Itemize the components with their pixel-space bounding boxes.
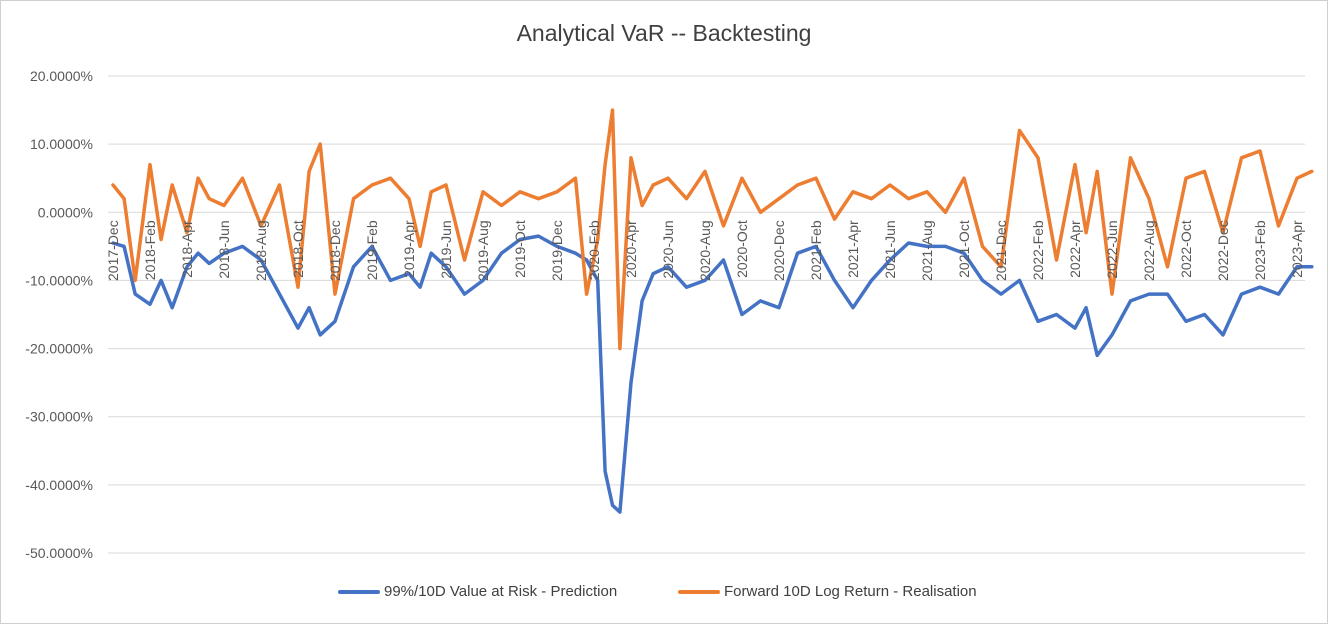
x-tick-label: 2018-Oct bbox=[290, 220, 306, 278]
legend-item-var: 99%/10D Value at Risk - Prediction bbox=[338, 583, 617, 600]
y-tick-label: -10.0000% bbox=[25, 272, 93, 288]
x-tick-label: 2021-Aug bbox=[919, 220, 935, 281]
x-tick-label: 2019-Apr bbox=[401, 220, 417, 278]
chart-title: Analytical VaR -- Backtesting bbox=[516, 20, 812, 46]
x-tick-label: 2018-Apr bbox=[179, 220, 195, 278]
legend-label-var: 99%/10D Value at Risk - Prediction bbox=[384, 583, 618, 600]
x-tick-label: 2018-Aug bbox=[253, 220, 269, 281]
x-tick-label: 2020-Aug bbox=[697, 220, 713, 281]
x-tick-label: 2022-Feb bbox=[1030, 220, 1046, 280]
legend-item-return: Forward 10D Log Return - Realisation bbox=[678, 583, 977, 600]
legend-label-return: Forward 10D Log Return - Realisation bbox=[724, 583, 977, 600]
series-line-var bbox=[111, 234, 1314, 514]
x-tick-label: 2019-Oct bbox=[512, 220, 528, 278]
x-tick-label: 2018-Jun bbox=[216, 220, 232, 278]
x-tick-label: 2021-Feb bbox=[808, 220, 824, 280]
y-tick-label: 10.0000% bbox=[30, 136, 93, 152]
legend: 99%/10D Value at Risk - Prediction Forwa… bbox=[0, 583, 1328, 605]
y-tick-label: -30.0000% bbox=[25, 409, 93, 425]
legend-swatch-var bbox=[338, 589, 380, 594]
series-line-return bbox=[111, 108, 1314, 351]
x-tick-label: 2022-Apr bbox=[1067, 220, 1083, 278]
x-tick-label: 2018-Feb bbox=[142, 220, 158, 280]
x-tick-label: 2020-Apr bbox=[623, 220, 639, 278]
x-tick-label: 2021-Oct bbox=[956, 220, 972, 278]
x-tick-label: 2019-Feb bbox=[364, 220, 380, 280]
x-tick-label: 2022-Dec bbox=[1215, 220, 1231, 281]
y-tick-label: -40.0000% bbox=[25, 477, 93, 493]
y-tick-label: -20.0000% bbox=[25, 341, 93, 357]
x-tick-label: 2021-Apr bbox=[845, 220, 861, 278]
x-tick-label: 2021-Jun bbox=[882, 220, 898, 278]
x-tick-label: 2021-Dec bbox=[993, 220, 1009, 281]
y-tick-label: -50.0000% bbox=[25, 545, 93, 561]
x-tick-label: 2019-Dec bbox=[549, 220, 565, 281]
y-tick-label: 0.0000% bbox=[38, 204, 93, 220]
x-tick-label: 2020-Feb bbox=[586, 220, 602, 280]
x-tick-label: 2020-Oct bbox=[734, 220, 750, 278]
x-tick-label: 2022-Aug bbox=[1141, 220, 1157, 281]
x-tick-label: 2019-Aug bbox=[475, 220, 491, 281]
x-tick-label: 2017-Dec bbox=[105, 220, 121, 281]
x-tick-label: 2022-Jun bbox=[1104, 220, 1120, 278]
y-tick-label: 20.0000% bbox=[30, 68, 93, 84]
x-tick-label: 2020-Jun bbox=[660, 220, 676, 278]
x-tick-label: 2019-Jun bbox=[438, 220, 454, 278]
legend-swatch-return bbox=[678, 589, 720, 594]
x-tick-label: 2023-Apr bbox=[1289, 220, 1305, 278]
x-tick-label: 2020-Dec bbox=[771, 220, 787, 281]
x-tick-label: 2018-Dec bbox=[327, 220, 343, 281]
x-tick-label: 2023-Feb bbox=[1252, 220, 1268, 280]
x-tick-label: 2022-Oct bbox=[1178, 220, 1194, 278]
